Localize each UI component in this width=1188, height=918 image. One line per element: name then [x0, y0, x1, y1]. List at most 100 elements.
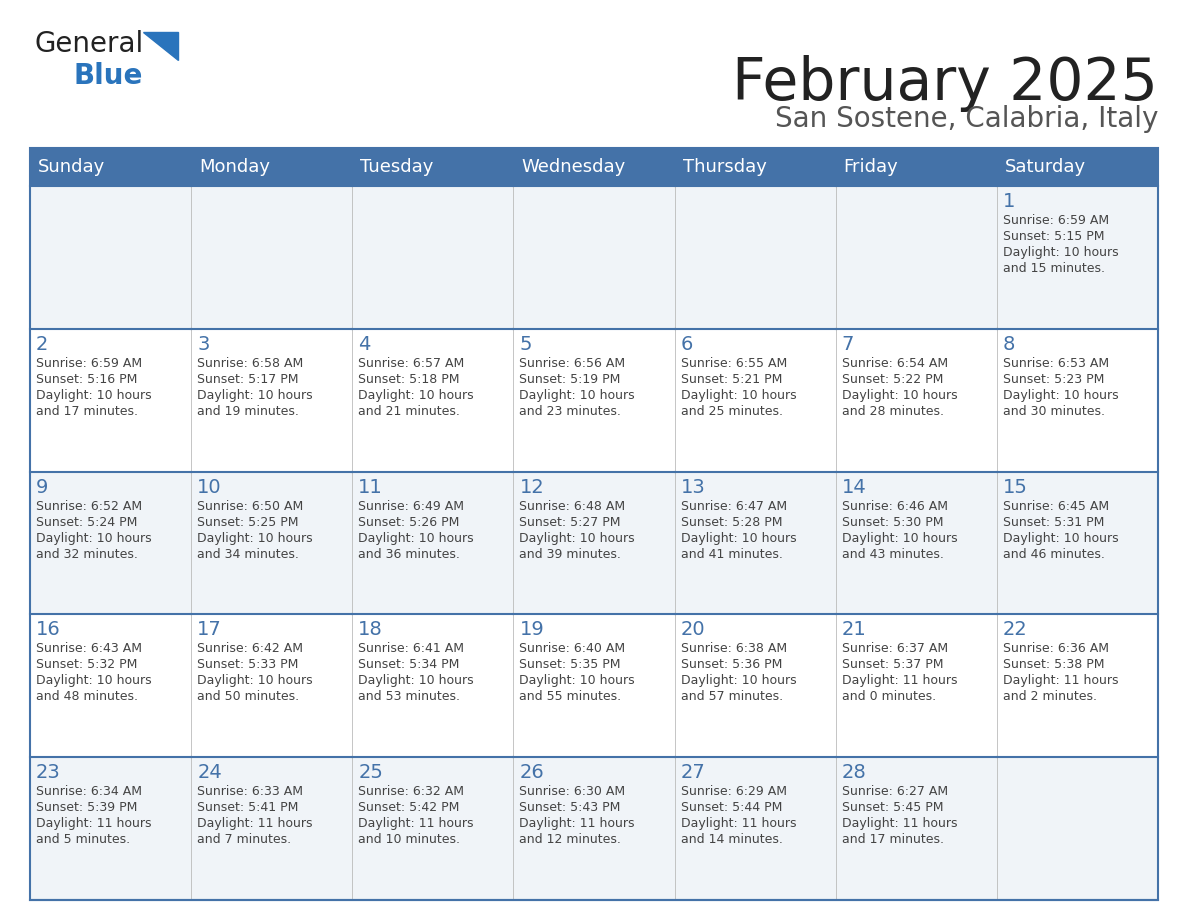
Text: 24: 24 [197, 763, 222, 782]
Text: Sunrise: 6:29 AM: Sunrise: 6:29 AM [681, 785, 786, 798]
Bar [513, 472, 675, 614]
Text: Sunrise: 6:36 AM: Sunrise: 6:36 AM [1003, 643, 1108, 655]
Text: Sunset: 5:16 PM: Sunset: 5:16 PM [36, 373, 138, 386]
Text: Sunset: 5:17 PM: Sunset: 5:17 PM [197, 373, 298, 386]
Text: and 57 minutes.: and 57 minutes. [681, 690, 783, 703]
Text: and 41 minutes.: and 41 minutes. [681, 548, 783, 561]
Bar [353, 472, 513, 614]
Bar [835, 472, 997, 614]
Text: Sunset: 5:22 PM: Sunset: 5:22 PM [842, 373, 943, 386]
Text: Sunset: 5:21 PM: Sunset: 5:21 PM [681, 373, 782, 386]
Text: 25: 25 [359, 763, 384, 782]
Text: and 25 minutes.: and 25 minutes. [681, 405, 783, 418]
Text: and 19 minutes.: and 19 minutes. [197, 405, 299, 418]
Text: Blue: Blue [72, 62, 143, 90]
Text: 20: 20 [681, 621, 706, 640]
Text: Sunset: 5:23 PM: Sunset: 5:23 PM [1003, 373, 1104, 386]
Text: Sunrise: 6:40 AM: Sunrise: 6:40 AM [519, 643, 626, 655]
Bar [30, 148, 1158, 900]
Text: Daylight: 10 hours: Daylight: 10 hours [1003, 389, 1118, 402]
Text: and 50 minutes.: and 50 minutes. [197, 690, 299, 703]
Text: Daylight: 10 hours: Daylight: 10 hours [36, 675, 152, 688]
Text: 27: 27 [681, 763, 706, 782]
Text: and 14 minutes.: and 14 minutes. [681, 834, 783, 846]
Bar [513, 329, 675, 472]
Text: Daylight: 11 hours: Daylight: 11 hours [197, 817, 312, 830]
Text: Daylight: 11 hours: Daylight: 11 hours [842, 675, 958, 688]
Bar [30, 472, 191, 614]
Text: Sunset: 5:18 PM: Sunset: 5:18 PM [359, 373, 460, 386]
Text: Sunset: 5:25 PM: Sunset: 5:25 PM [197, 516, 298, 529]
Text: Daylight: 10 hours: Daylight: 10 hours [197, 532, 312, 544]
Text: Daylight: 10 hours: Daylight: 10 hours [842, 532, 958, 544]
Bar [675, 757, 835, 900]
Text: Tuesday: Tuesday [360, 158, 434, 176]
Text: Daylight: 11 hours: Daylight: 11 hours [36, 817, 152, 830]
Text: and 12 minutes.: and 12 minutes. [519, 834, 621, 846]
Text: 22: 22 [1003, 621, 1028, 640]
Text: Sunrise: 6:53 AM: Sunrise: 6:53 AM [1003, 357, 1108, 370]
Bar [513, 614, 675, 757]
Bar [675, 614, 835, 757]
Text: and 53 minutes.: and 53 minutes. [359, 690, 460, 703]
Text: 10: 10 [197, 477, 222, 497]
Text: Sunrise: 6:30 AM: Sunrise: 6:30 AM [519, 785, 626, 798]
Text: Sunset: 5:32 PM: Sunset: 5:32 PM [36, 658, 138, 671]
Bar [353, 186, 513, 329]
Bar [997, 186, 1158, 329]
Text: and 17 minutes.: and 17 minutes. [842, 834, 943, 846]
Text: Sunset: 5:27 PM: Sunset: 5:27 PM [519, 516, 621, 529]
Text: Daylight: 10 hours: Daylight: 10 hours [359, 389, 474, 402]
Text: Sunset: 5:44 PM: Sunset: 5:44 PM [681, 801, 782, 814]
Bar [191, 186, 353, 329]
Text: Sunrise: 6:59 AM: Sunrise: 6:59 AM [36, 357, 143, 370]
Bar [353, 329, 513, 472]
Bar [30, 148, 1158, 186]
Text: and 23 minutes.: and 23 minutes. [519, 405, 621, 418]
Text: Sunset: 5:26 PM: Sunset: 5:26 PM [359, 516, 460, 529]
Text: Sunset: 5:37 PM: Sunset: 5:37 PM [842, 658, 943, 671]
Text: Sunset: 5:19 PM: Sunset: 5:19 PM [519, 373, 621, 386]
Text: Daylight: 11 hours: Daylight: 11 hours [681, 817, 796, 830]
Text: 26: 26 [519, 763, 544, 782]
Text: Daylight: 10 hours: Daylight: 10 hours [842, 389, 958, 402]
Text: Wednesday: Wednesday [522, 158, 626, 176]
Text: 5: 5 [519, 335, 532, 353]
Text: Sunrise: 6:41 AM: Sunrise: 6:41 AM [359, 643, 465, 655]
Text: 11: 11 [359, 477, 383, 497]
Bar [997, 329, 1158, 472]
Text: and 10 minutes.: and 10 minutes. [359, 834, 460, 846]
Bar [997, 472, 1158, 614]
Text: Sunrise: 6:34 AM: Sunrise: 6:34 AM [36, 785, 143, 798]
Text: Daylight: 10 hours: Daylight: 10 hours [681, 389, 796, 402]
Text: Sunrise: 6:43 AM: Sunrise: 6:43 AM [36, 643, 143, 655]
Text: and 7 minutes.: and 7 minutes. [197, 834, 291, 846]
Text: 18: 18 [359, 621, 383, 640]
Text: Sunset: 5:28 PM: Sunset: 5:28 PM [681, 516, 782, 529]
Text: and 55 minutes.: and 55 minutes. [519, 690, 621, 703]
Text: Daylight: 10 hours: Daylight: 10 hours [681, 532, 796, 544]
Text: Sunrise: 6:59 AM: Sunrise: 6:59 AM [1003, 214, 1108, 227]
Bar [835, 614, 997, 757]
Bar [997, 757, 1158, 900]
Text: and 5 minutes.: and 5 minutes. [36, 834, 131, 846]
Text: 3: 3 [197, 335, 209, 353]
Text: Daylight: 10 hours: Daylight: 10 hours [519, 675, 636, 688]
Text: February 2025: February 2025 [732, 55, 1158, 112]
Text: 15: 15 [1003, 477, 1028, 497]
Polygon shape [143, 32, 178, 60]
Text: Sunset: 5:15 PM: Sunset: 5:15 PM [1003, 230, 1105, 243]
Text: Sunset: 5:31 PM: Sunset: 5:31 PM [1003, 516, 1104, 529]
Bar [30, 614, 191, 757]
Text: Sunrise: 6:55 AM: Sunrise: 6:55 AM [681, 357, 786, 370]
Text: and 34 minutes.: and 34 minutes. [197, 548, 299, 561]
Text: Daylight: 10 hours: Daylight: 10 hours [359, 675, 474, 688]
Bar [30, 186, 191, 329]
Text: 23: 23 [36, 763, 61, 782]
Text: Sunrise: 6:54 AM: Sunrise: 6:54 AM [842, 357, 948, 370]
Text: Friday: Friday [843, 158, 898, 176]
Text: and 15 minutes.: and 15 minutes. [1003, 262, 1105, 275]
Bar [30, 757, 191, 900]
Text: 14: 14 [842, 477, 866, 497]
Text: 6: 6 [681, 335, 693, 353]
